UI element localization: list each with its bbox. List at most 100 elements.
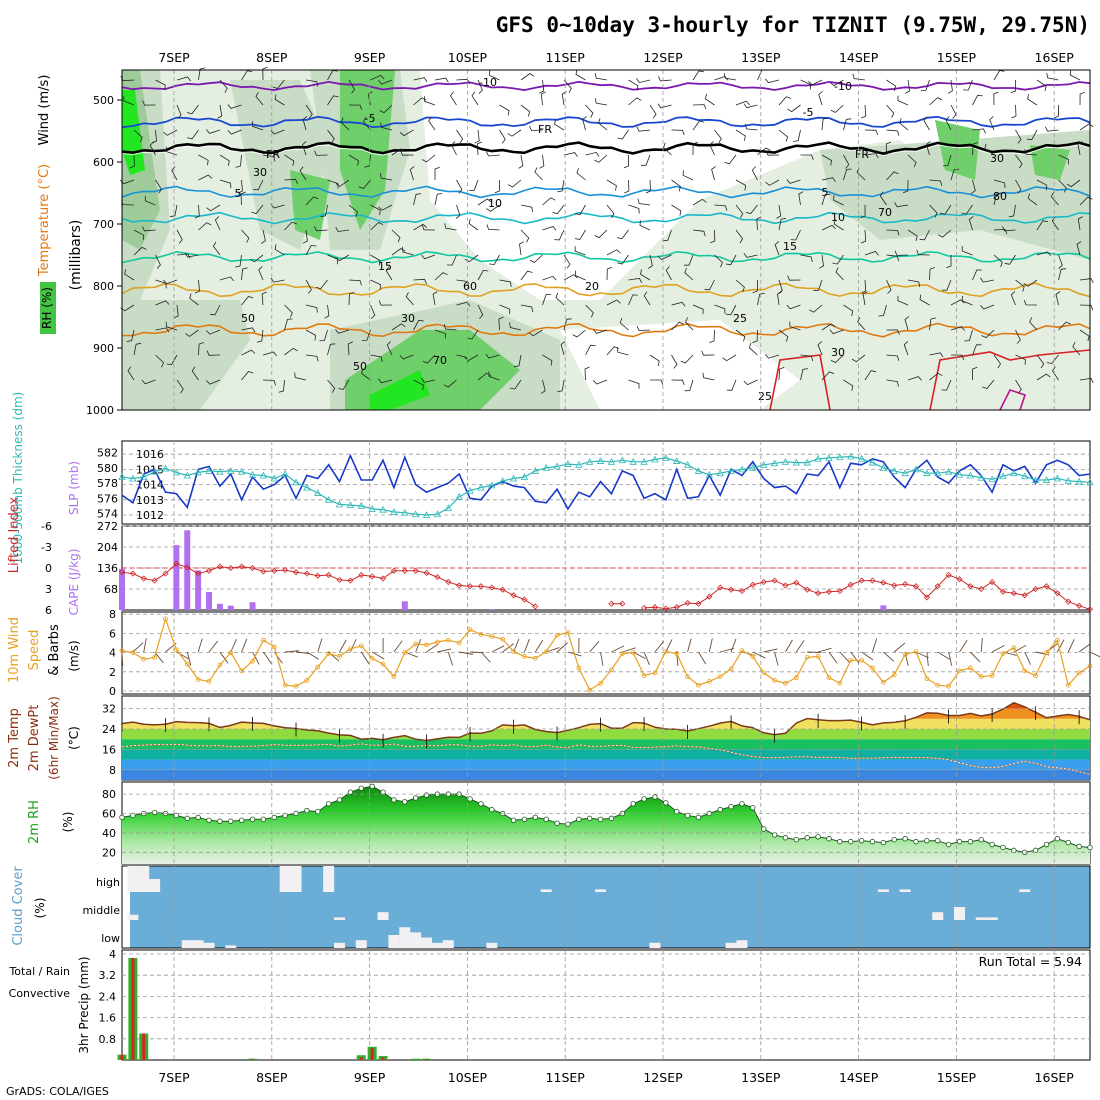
wind-speed-point (696, 682, 701, 688)
wind-barb (214, 216, 221, 231)
surface-wind-barb (698, 651, 707, 665)
rh-point (1054, 836, 1061, 842)
surface-wind-barb (720, 648, 734, 653)
wind-barb (358, 179, 371, 189)
contour-label: 25 (733, 312, 747, 325)
wind-speed-point (891, 672, 897, 678)
date-label-top: 9SEP (354, 50, 386, 65)
wind-barb (534, 167, 543, 181)
thickness-point (683, 461, 692, 468)
contour-label: 30 (253, 166, 267, 179)
wind-barb (1066, 179, 1081, 188)
wind-barb (817, 341, 823, 356)
cloud-row-label-middle: middle (82, 904, 120, 917)
wind-barb (726, 379, 737, 391)
wind-speed-point (511, 649, 516, 655)
surface-wind-barb (339, 639, 347, 653)
wind-barb (617, 254, 629, 265)
surface-wind-barb (437, 648, 452, 653)
rh-point (945, 841, 952, 848)
wind-barb (972, 94, 983, 106)
wind-barb (520, 204, 533, 213)
surface-wind-barb (132, 642, 144, 653)
wind-barb (765, 179, 780, 186)
thickness-point (292, 478, 300, 486)
thickness-point (955, 470, 964, 478)
wind-barb (1058, 268, 1067, 281)
rh-point (782, 835, 789, 841)
wind-barb (929, 317, 936, 331)
wind-barb (843, 379, 854, 391)
wind-barb (219, 179, 232, 189)
precip-convective-bar (425, 1058, 429, 1060)
wind-barb (628, 97, 642, 106)
li-tick-label: 0 (45, 562, 52, 575)
wind-barb (133, 246, 147, 256)
wind-barb (370, 254, 381, 266)
surface-wind-barb (393, 640, 403, 653)
wind-barb (993, 254, 1003, 268)
wind-barb (1077, 216, 1083, 231)
temperature-contour-line (121, 115, 1091, 129)
wind-barb (575, 270, 586, 281)
lifted-index-point (880, 579, 887, 586)
wind-barb (1079, 329, 1090, 342)
cloud-panel-frame (121, 865, 1091, 949)
wind-barb (348, 292, 355, 306)
wind-barb (563, 254, 571, 269)
wind-barb (692, 229, 706, 237)
wind-barb (821, 224, 836, 231)
surface-wind-barb (850, 651, 860, 664)
freezing-level-line (121, 141, 1091, 155)
wind-barb (1008, 204, 1016, 218)
wind-barb (144, 195, 156, 206)
wind-barb (972, 142, 979, 156)
wind-barb (240, 191, 246, 206)
contour-label: 70 (433, 354, 447, 367)
wind-barb (798, 191, 804, 206)
thickness-point (1064, 476, 1072, 484)
wind-speed-point (130, 650, 136, 655)
wind-speed-point (739, 648, 745, 654)
wind-barb (628, 294, 638, 306)
lifted-index-point (1021, 592, 1028, 599)
surface-wind-barb (622, 647, 636, 653)
cape-bar (173, 545, 180, 610)
rh-point (826, 836, 832, 842)
thickness-point (586, 457, 594, 465)
cloud-block (279, 866, 291, 892)
wind-barb (165, 321, 178, 331)
surface-wind-barb (360, 651, 370, 664)
rh-tick-label: 40 (102, 827, 116, 840)
lifted-index-point (912, 583, 920, 590)
lifted-index-point (858, 577, 865, 584)
wind-barb (378, 378, 393, 384)
wind-barb (941, 379, 952, 391)
wind-barb (241, 267, 248, 281)
wind-barb (434, 329, 447, 339)
wind-speed-point (184, 661, 190, 667)
wind-barb (272, 79, 285, 89)
rh-point (837, 838, 843, 845)
wind-barb (833, 219, 844, 231)
date-label-top: 11SEP (546, 50, 586, 65)
thickness-point (281, 470, 289, 477)
wind-barb (198, 222, 212, 231)
surface-wind-barb (774, 651, 779, 666)
wind-barb (864, 370, 876, 381)
thickness-point (596, 457, 605, 464)
temperature-contour-line (999, 389, 1027, 411)
wind-barb (971, 179, 976, 194)
lifted-index-point (140, 575, 147, 582)
lifted-index-point (151, 577, 158, 584)
surface-wind-barb (121, 651, 124, 667)
wind-speed-point (663, 649, 669, 655)
wind-barb (1015, 329, 1021, 344)
contour-label: 50 (353, 360, 367, 373)
wind-barb (778, 217, 787, 231)
wind-barb (582, 116, 587, 131)
rh-point (565, 821, 571, 827)
cape-bar (206, 592, 213, 610)
temp-band (122, 729, 1090, 740)
wind-barb (124, 269, 135, 281)
